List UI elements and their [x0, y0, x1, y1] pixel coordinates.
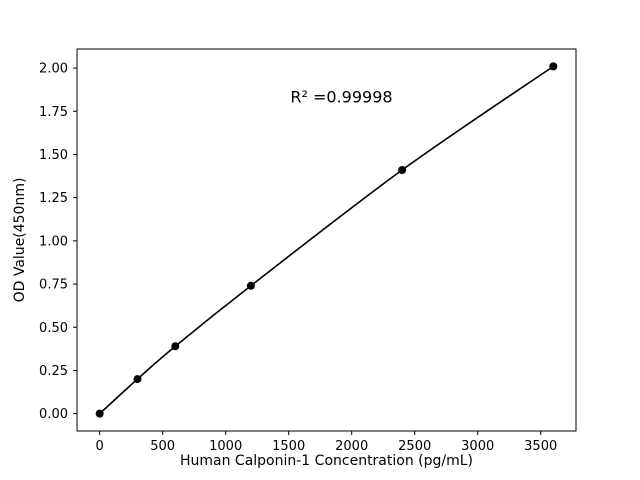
y-tick-label: 1.25: [39, 191, 68, 206]
y-tick-label: 1.50: [39, 148, 68, 163]
y-tick-label: 1.75: [39, 105, 68, 120]
data-point-marker: [549, 62, 558, 71]
x-tick-label: 3500: [524, 439, 557, 454]
x-tick-label: 1500: [272, 439, 305, 454]
x-tick-label: 2000: [335, 439, 368, 454]
data-point-marker: [398, 166, 407, 175]
y-tick-label: 1.00: [39, 234, 68, 249]
y-tick-label: 0.00: [39, 407, 68, 422]
x-tick-label: 1000: [209, 439, 242, 454]
x-tick-label: 3000: [461, 439, 494, 454]
data-point-marker: [95, 409, 104, 418]
x-tick-label: 2500: [398, 439, 431, 454]
data-point-marker: [133, 375, 142, 384]
y-tick-label: 0.75: [39, 278, 68, 293]
y-axis-label: OD Value(450nm): [12, 178, 28, 303]
x-axis-label: Human Calponin-1 Concentration (pg/mL): [180, 453, 473, 469]
y-tick-label: 0.50: [39, 321, 68, 336]
data-point-marker: [246, 281, 255, 290]
y-tick-label: 2.00: [39, 62, 68, 77]
data-point-marker: [171, 342, 180, 351]
x-tick-label: 500: [150, 439, 175, 454]
axes-frame: [76, 48, 577, 432]
r-squared-annotation: R² =0.99998: [290, 87, 392, 106]
y-tick-label: 0.25: [39, 364, 68, 379]
x-tick-label: 0: [96, 439, 104, 454]
